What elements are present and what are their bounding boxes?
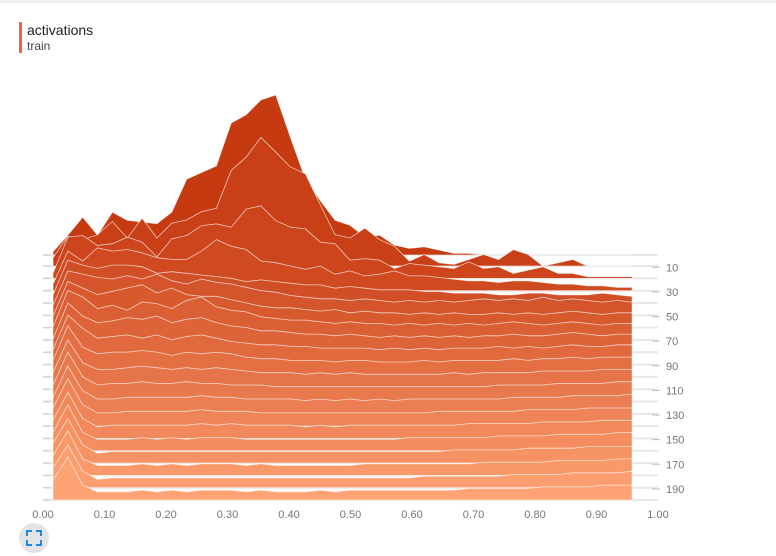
histogram-step-area [52, 391, 633, 439]
step-tick-label: 170 [666, 459, 684, 471]
histogram-step-area [52, 403, 633, 452]
step-tick-label: 30 [666, 287, 678, 299]
step-axis: 10 30 50 70 90 110 130 150 170 190 [652, 262, 684, 496]
x-tick-label: 0.10 [94, 509, 115, 521]
histogram-step-area [52, 338, 633, 390]
fullscreen-icon [26, 530, 42, 546]
legend-title: activations [27, 22, 94, 38]
step-tick-label: 130 [666, 410, 684, 422]
histogram-step-area [52, 417, 633, 464]
step-tick-label: 70 [666, 336, 678, 348]
x-tick-label: 0.40 [278, 509, 299, 521]
step-tick-label: 150 [666, 435, 684, 447]
histogram-step-area [52, 365, 633, 415]
x-tick-label: 0.60 [401, 509, 422, 521]
x-tick-label: 0.90 [586, 509, 607, 521]
x-axis: 0.00 0.10 0.20 0.30 0.40 0.50 0.60 0.70 0.80 0.90… [32, 509, 668, 521]
step-tick-label: 50 [666, 312, 678, 324]
histogram-step-area [52, 444, 633, 489]
x-tick-label: 0.70 [463, 509, 484, 521]
step-tick-label: 110 [666, 385, 684, 397]
x-tick-label: 0.00 [32, 509, 53, 521]
histogram-step-area [52, 456, 633, 501]
histogram-step-area [52, 324, 633, 378]
x-tick-label: 0.30 [217, 509, 238, 521]
histogram-step-area [52, 429, 633, 476]
x-tick-label: 0.80 [524, 509, 545, 521]
x-tick-label: 0.20 [155, 509, 176, 521]
step-tick-label: 90 [666, 361, 678, 373]
legend-run-name: train [27, 39, 51, 53]
step-tick-label: 10 [666, 262, 678, 274]
step-tick-label: 190 [666, 484, 684, 496]
fullscreen-button[interactable] [19, 523, 49, 553]
x-tick-label: 1.00 [647, 509, 668, 521]
top-divider [0, 0, 776, 3]
histogram-series [52, 94, 633, 501]
x-tick-label: 0.50 [340, 509, 361, 521]
histogram-step-area [52, 351, 633, 402]
histogram-step-area [52, 377, 633, 427]
legend-color-bar [19, 22, 22, 53]
histogram-step-area [52, 314, 633, 365]
